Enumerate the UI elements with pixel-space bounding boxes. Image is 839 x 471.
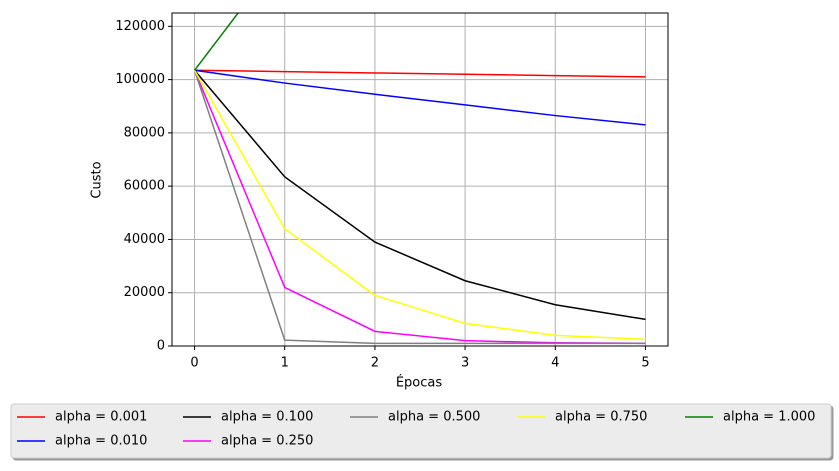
series-line xyxy=(194,69,646,126)
x-tick-label: 0 xyxy=(190,356,198,371)
legend-label: alpha = 0.500 xyxy=(388,410,480,425)
x-tick-label: 5 xyxy=(641,356,649,371)
x-tick-label: 2 xyxy=(371,356,379,371)
y-tick-label: 60000 xyxy=(124,179,165,194)
x-tick-label: 3 xyxy=(461,356,469,371)
x-tick-label: 4 xyxy=(551,356,559,371)
series-line xyxy=(193,70,646,345)
y-tick-label: 80000 xyxy=(124,125,165,140)
legend-label: alpha = 0.750 xyxy=(555,410,647,425)
y-axis-label: Custo xyxy=(90,161,105,198)
y-tick-label: 20000 xyxy=(124,285,165,300)
y-tick-label: 100000 xyxy=(115,72,165,87)
axes-frame xyxy=(171,12,669,347)
legend-label: alpha = 0.250 xyxy=(221,434,313,449)
plot-area xyxy=(193,13,646,345)
series-line xyxy=(193,13,240,71)
series-line xyxy=(193,69,646,341)
x-axis-label: Épocas xyxy=(396,375,443,391)
series-line xyxy=(194,69,646,78)
legend-label: alpha = 1.000 xyxy=(723,410,815,425)
legend-label: alpha = 0.001 xyxy=(55,410,147,425)
x-tick-label: 1 xyxy=(281,356,289,371)
legend-box xyxy=(10,403,832,459)
series-line xyxy=(193,69,646,321)
series-line xyxy=(193,69,646,345)
legend-label: alpha = 0.100 xyxy=(221,410,313,425)
legend-label: alpha = 0.010 xyxy=(55,434,147,449)
y-tick-label: 120000 xyxy=(115,19,165,34)
y-tick-label: 0 xyxy=(157,339,165,354)
y-tick-label: 40000 xyxy=(124,232,165,247)
